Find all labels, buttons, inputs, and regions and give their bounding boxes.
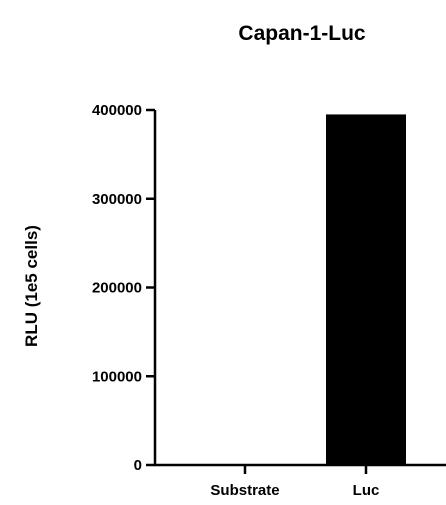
y-tick-label: 300000: [92, 191, 142, 208]
plot-area: 0 100000 200000 300000 400000 Substrate Luc: [92, 102, 446, 499]
x-tick-label: Luc: [353, 482, 380, 499]
y-tick-label: 0: [134, 457, 142, 474]
y-tick-label: 100000: [92, 368, 142, 385]
bar-luc: [326, 114, 406, 465]
y-tick-label: 200000: [92, 280, 142, 297]
chart-title: Capan-1-Luc: [238, 22, 366, 45]
y-tick-label: 400000: [92, 102, 142, 119]
y-axis-label: RLU (1e5 cells): [22, 225, 41, 347]
x-tick-label: Substrate: [210, 482, 279, 499]
